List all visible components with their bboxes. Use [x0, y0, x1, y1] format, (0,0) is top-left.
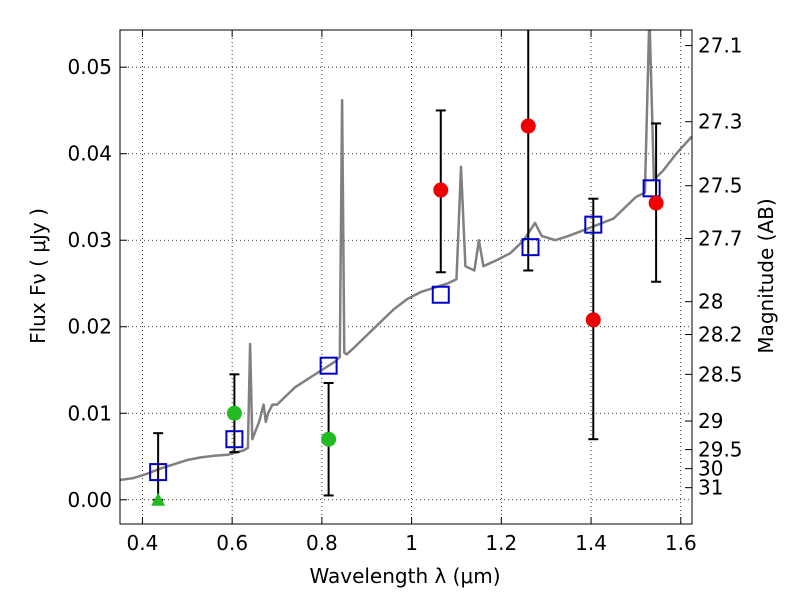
x-tick-label: 0.4: [127, 531, 159, 555]
circle-marker: [226, 405, 242, 421]
x-tick-label: 0.8: [306, 531, 338, 555]
y2-tick-label: 28.2: [698, 323, 743, 347]
x-tick-label: 1.6: [665, 531, 697, 555]
y2-tick-label: 27.1: [698, 34, 743, 58]
circle-marker: [585, 312, 601, 328]
axis-ticks: [120, 30, 692, 524]
square-marker: [584, 215, 603, 234]
x-tick-label: 1.4: [575, 531, 607, 555]
circle-marker: [433, 182, 449, 198]
y2-tick-label: 29: [698, 409, 723, 433]
data-markers: [149, 118, 664, 506]
plot-frame: [119, 29, 693, 525]
y-tick-label: 0.03: [67, 228, 112, 252]
y2-tick-label: 30: [698, 457, 723, 481]
x-tick-labels: 0.4 0.6 0.8 1 1.2 1.4 1.6: [127, 531, 697, 555]
x-tick-label: 1: [405, 531, 418, 555]
circle-marker: [648, 195, 664, 211]
y-tick-label: 0.00: [67, 488, 112, 512]
triangle-marker: [151, 492, 166, 506]
y-tick-label: 0.01: [67, 401, 112, 425]
y2-tick-label: 27.7: [698, 227, 743, 251]
grid: [120, 30, 692, 524]
y-axis-label: Flux Fν ( μJy ): [26, 208, 50, 344]
y-tick-label: 0.02: [67, 315, 112, 339]
y-tick-label: 0.04: [67, 142, 112, 166]
circle-marker: [321, 431, 337, 447]
y2-tick-label: 27.3: [698, 110, 743, 134]
y-tick-labels: 0.00 0.01 0.02 0.03 0.04 0.05: [67, 55, 112, 512]
circle-marker: [520, 118, 536, 134]
square-marker: [431, 285, 450, 304]
x-tick-label: 1.2: [485, 531, 517, 555]
square-marker: [319, 356, 338, 375]
square-marker: [521, 238, 540, 257]
y-tick-label: 0.05: [67, 55, 112, 79]
y2-tick-label: 28.5: [698, 362, 743, 386]
y2-tick-label: 31: [698, 476, 723, 500]
square-marker: [642, 179, 661, 198]
x-axis-label: Wavelength λ (μm): [309, 564, 500, 588]
square-marker: [225, 430, 244, 449]
spectrum-line: [120, 30, 692, 482]
y2-tick-label: 28: [698, 290, 723, 314]
template-spectrum: [120, 30, 692, 482]
error-bars: [153, 30, 662, 501]
square-marker: [149, 463, 168, 482]
x-tick-label: 0.6: [216, 531, 248, 555]
y2-tick-label: 29.5: [698, 438, 743, 462]
y2-tick-label: 27.5: [698, 174, 743, 198]
y2-axis-label: Magnitude (AB): [754, 198, 778, 353]
